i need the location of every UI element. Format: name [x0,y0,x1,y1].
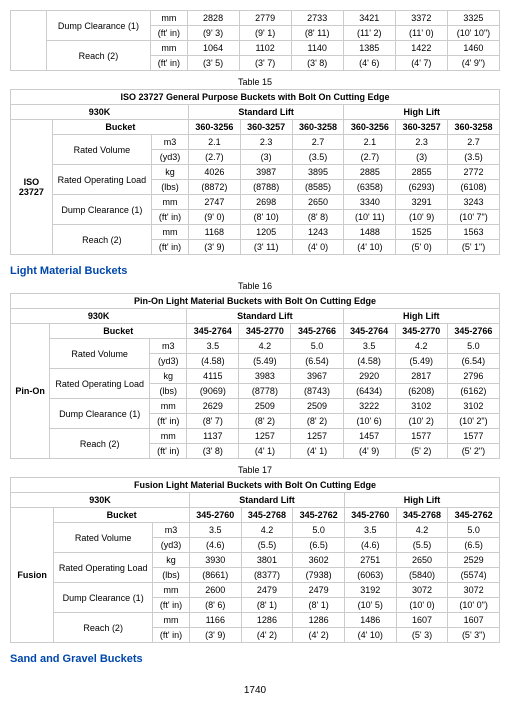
table16-caption: Table 16 [10,281,500,291]
row-group-label: ISO 23727 [11,120,53,255]
table14-fragment: Dump Clearance (1)mm28282779273334213372… [10,10,500,71]
table17: Fusion Light Material Buckets with Bolt … [10,477,500,643]
attr-label: Rated Volume [54,523,153,553]
attr-label: Dump Clearance (1) [54,583,153,613]
row-group-label: Pin-On [11,324,50,459]
attr-label: Rated Volume [52,135,151,165]
attr-label: Rated Operating Load [52,165,151,195]
attr-label: Rated Operating Load [54,553,153,583]
page-number: 1740 [10,685,500,696]
section-sand-gravel: Sand and Gravel Buckets [10,653,500,665]
section-light-material: Light Material Buckets [10,265,500,277]
table16: Pin-On Light Material Buckets with Bolt … [10,293,500,459]
table15: ISO 23727 General Purpose Buckets with B… [10,89,500,255]
attr-label: Reach (2) [52,225,151,255]
attr-label: Rated Volume [50,339,150,369]
attr-label: Dump Clearance (1) [50,399,150,429]
table17-caption: Table 17 [10,465,500,475]
attr-label: Reach (2) [54,613,153,643]
attr-label: Reach (2) [50,429,150,459]
row-group-label: Fusion [11,508,54,643]
attr-label: Rated Operating Load [50,369,150,399]
table15-caption: Table 15 [10,77,500,87]
attr-label: Dump Clearance (1) [52,195,151,225]
